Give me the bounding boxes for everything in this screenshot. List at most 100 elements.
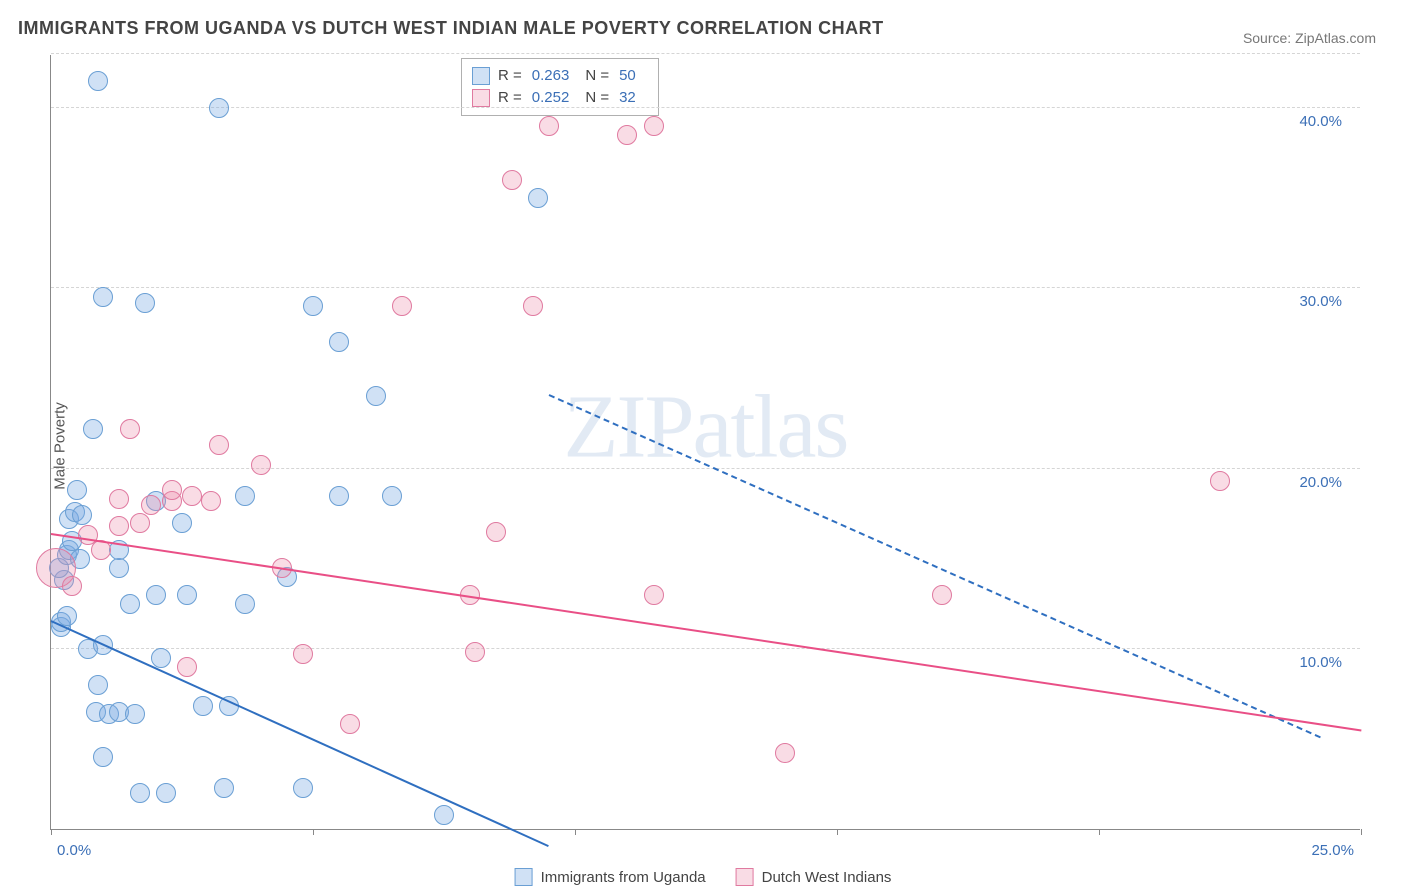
data-point [644,116,664,136]
series-legend-label: Dutch West Indians [762,869,892,886]
data-point [88,675,108,695]
source-label: Source: [1243,30,1295,46]
data-point [120,594,140,614]
gridline [51,107,1360,108]
plot-area: ZIPatlas R = 0.263N = 50R = 0.252N = 32 … [50,55,1360,830]
data-point [465,642,485,662]
data-point [193,696,213,716]
data-point [109,489,129,509]
legend-r-label: R = [498,87,522,109]
legend-n-value: 32 [619,87,636,109]
data-point [72,505,92,525]
data-point [130,783,150,803]
series-legend-label: Immigrants from Uganda [541,869,706,886]
data-point [120,419,140,439]
data-point [340,714,360,734]
legend-n-value: 50 [619,65,636,87]
data-point [235,594,255,614]
data-point [528,188,548,208]
x-tick [51,829,52,835]
gridline [51,287,1360,288]
data-point [329,332,349,352]
data-point [172,513,192,533]
data-point [932,585,952,605]
data-point [434,805,454,825]
data-point [109,558,129,578]
y-tick-label: 10.0% [1299,654,1342,671]
data-point [156,783,176,803]
data-point [177,657,197,677]
legend-swatch [472,67,490,85]
data-point [539,116,559,136]
trend-line [51,533,1361,731]
data-point [235,486,255,506]
legend-n-label: N = [585,65,609,87]
legend-swatch [515,868,533,886]
source-attribution: Source: ZipAtlas.com [1243,30,1376,46]
source-name: ZipAtlas.com [1295,30,1376,46]
x-tick [575,829,576,835]
series-legend-item: Immigrants from Uganda [515,868,706,886]
data-point [293,644,313,664]
data-point [83,419,103,439]
data-point [329,486,349,506]
data-point [201,491,221,511]
data-point [125,704,145,724]
data-point [303,296,323,316]
legend-row: R = 0.263 N = 50 [472,65,644,87]
data-point [523,296,543,316]
data-point [209,435,229,455]
data-point [1210,471,1230,491]
gridline [51,468,1360,469]
legend-r-label: R = [498,65,522,87]
data-point [182,486,202,506]
data-point [93,747,113,767]
data-point [151,648,171,668]
gridline [51,648,1360,649]
x-tick [837,829,838,835]
legend-row: R = 0.252 N = 32 [472,87,644,109]
data-point [293,778,313,798]
trend-line [548,395,1320,739]
x-tick [313,829,314,835]
x-tick [1099,829,1100,835]
data-point [775,743,795,763]
data-point [130,513,150,533]
data-point [62,576,82,596]
gridline [51,53,1360,54]
data-point [617,125,637,145]
data-point [486,522,506,542]
data-point [366,386,386,406]
chart-title: IMMIGRANTS FROM UGANDA VS DUTCH WEST IND… [18,18,884,39]
series-legend-item: Dutch West Indians [736,868,892,886]
x-tick-label: 0.0% [57,842,91,859]
legend-r-value: 0.252 [532,87,570,109]
x-tick-label: 25.0% [1311,842,1354,859]
data-point [67,480,87,500]
data-point [93,287,113,307]
data-point [209,98,229,118]
data-point [392,296,412,316]
data-point [88,71,108,91]
data-point [502,170,522,190]
x-tick [1361,829,1362,835]
chart-container: IMMIGRANTS FROM UGANDA VS DUTCH WEST IND… [0,0,1406,892]
data-point [162,480,182,500]
data-point [382,486,402,506]
data-point [141,495,161,515]
data-point [214,778,234,798]
y-tick-label: 30.0% [1299,293,1342,310]
data-point [644,585,664,605]
data-point [177,585,197,605]
y-tick-label: 20.0% [1299,474,1342,491]
data-point [109,516,129,536]
y-tick-label: 40.0% [1299,113,1342,130]
data-point [146,585,166,605]
legend-n-label: N = [585,87,609,109]
series-legend: Immigrants from Uganda Dutch West Indians [515,868,892,886]
legend-swatch [736,868,754,886]
data-point [135,293,155,313]
data-point [251,455,271,475]
legend-r-value: 0.263 [532,65,570,87]
legend-swatch [472,89,490,107]
